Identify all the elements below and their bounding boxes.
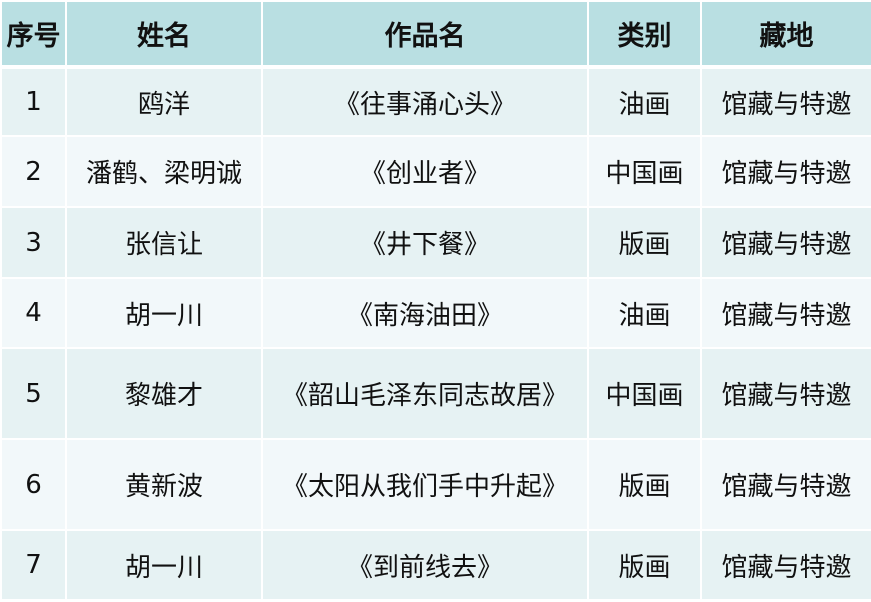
cell-name: 黄新波 <box>65 438 263 531</box>
cell-place: 馆藏与特邀 <box>700 206 871 279</box>
cell-type: 版画 <box>587 206 702 279</box>
cell-no: 3 <box>0 206 67 279</box>
cell-name: 黎雄才 <box>65 347 263 440</box>
cell-no: 1 <box>0 66 67 137</box>
cell-work: 《往事涌心头》 <box>261 66 589 137</box>
table-row: 3 张信让 《井下餐》 版画 馆藏与特邀 <box>0 206 871 279</box>
cell-place: 馆藏与特邀 <box>700 277 871 349</box>
cell-type: 版画 <box>587 529 702 601</box>
cell-work: 《太阳从我们手中升起》 <box>261 438 589 531</box>
cell-name: 潘鹤、梁明诚 <box>65 135 263 208</box>
cell-name: 胡一川 <box>65 529 263 601</box>
table-row: 5 黎雄才 《韶山毛泽东同志故居》 中国画 馆藏与特邀 <box>0 347 871 440</box>
cell-name: 胡一川 <box>65 277 263 349</box>
header-type: 类别 <box>587 0 702 69</box>
cell-work: 《创业者》 <box>261 135 589 208</box>
cell-work: 《南海油田》 <box>261 277 589 349</box>
cell-name: 鸥洋 <box>65 66 263 137</box>
cell-no: 4 <box>0 277 67 349</box>
header-name: 姓名 <box>65 0 263 69</box>
table-row: 6 黄新波 《太阳从我们手中升起》 版画 馆藏与特邀 <box>0 438 871 531</box>
cell-name: 张信让 <box>65 206 263 279</box>
cell-type: 版画 <box>587 438 702 531</box>
cell-work: 《井下餐》 <box>261 206 589 279</box>
header-place: 藏地 <box>700 0 871 69</box>
cell-no: 5 <box>0 347 67 440</box>
header-no: 序号 <box>0 0 67 69</box>
cell-place: 馆藏与特邀 <box>700 529 871 601</box>
table-row: 1 鸥洋 《往事涌心头》 油画 馆藏与特邀 <box>0 66 871 137</box>
cell-no: 2 <box>0 135 67 208</box>
cell-type: 中国画 <box>587 347 702 440</box>
cell-type: 中国画 <box>587 135 702 208</box>
cell-place: 馆藏与特邀 <box>700 438 871 531</box>
cell-work: 《韶山毛泽东同志故居》 <box>261 347 589 440</box>
cell-place: 馆藏与特邀 <box>700 135 871 208</box>
cell-place: 馆藏与特邀 <box>700 66 871 137</box>
table-row: 2 潘鹤、梁明诚 《创业者》 中国画 馆藏与特邀 <box>0 135 871 208</box>
header-work: 作品名 <box>261 0 589 69</box>
table-row: 4 胡一川 《南海油田》 油画 馆藏与特邀 <box>0 277 871 349</box>
cell-type: 油画 <box>587 277 702 349</box>
table-row: 7 胡一川 《到前线去》 版画 馆藏与特邀 <box>0 529 871 601</box>
cell-type: 油画 <box>587 66 702 137</box>
cell-place: 馆藏与特邀 <box>700 347 871 440</box>
header-row: 序号 姓名 作品名 类别 藏地 <box>0 0 871 69</box>
cell-work: 《到前线去》 <box>261 529 589 601</box>
cell-no: 7 <box>0 529 67 601</box>
cell-no: 6 <box>0 438 67 531</box>
